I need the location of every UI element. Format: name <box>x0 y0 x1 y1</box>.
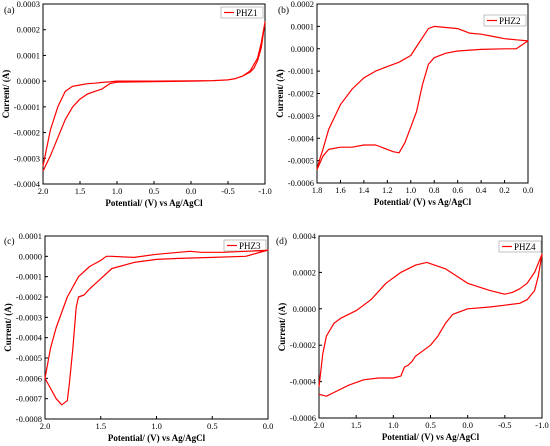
legend: PHZ3 <box>223 239 267 252</box>
cv-curve-phz2 <box>316 25 529 170</box>
legend: PHZ1 <box>220 6 264 19</box>
y-tick-label: -0.0003 <box>288 111 314 121</box>
cv-curve-phz1 <box>42 21 266 172</box>
legend-entry: PHZ1 <box>236 8 258 18</box>
legend: PHZ4 <box>498 240 542 253</box>
y-tick-label: 0.0000 <box>291 44 314 54</box>
panel-label: (d) <box>276 236 287 247</box>
y-tick-label: -0.0008 <box>16 414 42 424</box>
x-tick-label: 2.0 <box>38 186 49 196</box>
x-tick-label: 1.0 <box>151 421 162 431</box>
x-tick-label: -0.5 <box>498 420 511 430</box>
y-tick-label: -0.0007 <box>16 394 42 404</box>
x-tick-label: 0.5 <box>149 186 160 196</box>
y-tick-label: -0.0001 <box>14 102 40 112</box>
legend-box <box>498 240 542 253</box>
legend-box <box>220 6 264 19</box>
x-axis-label: Potential/ (V) vs Ag/AgCl <box>108 433 206 443</box>
x-tick-label: 1.0 <box>405 185 416 195</box>
x-tick-label: 0.0 <box>186 186 197 196</box>
y-tick-label: -0.0004 <box>16 333 43 343</box>
x-tick-label: 1.6 <box>335 185 346 195</box>
y-tick-label: -0.0003 <box>14 153 40 163</box>
x-tick-label: 1.2 <box>382 185 393 195</box>
plot-frame <box>44 235 269 420</box>
y-axis-label: Current/ (A) <box>3 303 13 352</box>
y-tick-label: 0.0002 <box>17 25 40 35</box>
chart-panel-phz3: 2.0 1.5 1.0 0.5 0.0 -0.0008 -0.0007 -0.0006 -0.0… <box>3 231 273 443</box>
y-tick-label: -0.0006 <box>290 413 316 423</box>
legend-entry: PHZ4 <box>514 242 536 252</box>
y-tick-label: -0.0006 <box>16 373 42 383</box>
x-tick-label: 1.8 <box>312 185 323 195</box>
legend-entry: PHZ2 <box>499 16 521 26</box>
x-axis-label: Potential/ (V) vs Ag/AgCl <box>382 432 480 442</box>
y-tick-label: -0.0001 <box>16 272 42 282</box>
y-tick-label: -0.0005 <box>16 353 42 363</box>
y-axis-label: Current/ (A) <box>275 69 285 118</box>
x-tick-label: 1.0 <box>112 186 123 196</box>
x-tick-label: 0.4 <box>476 185 487 195</box>
x-tick-label: 1.5 <box>75 186 86 196</box>
y-axis-label: Current/ (A) <box>277 303 287 352</box>
x-tick-label: 0.5 <box>207 421 218 431</box>
panel-label: (c) <box>4 236 15 247</box>
y-tick-label: 0.0000 <box>17 76 40 86</box>
y-axis-label: Current/ (A) <box>1 70 11 119</box>
chart-panel-phz1: 2.0 1.5 1.0 0.5 0.0 -0.5 -1.0 -0.0004 -0.0003 -0.… <box>1 0 272 208</box>
x-tick-label: 0.8 <box>429 185 440 195</box>
panel-label: (b) <box>278 5 289 16</box>
y-tick-label: 0.0000 <box>293 304 316 314</box>
y-tick-label: 0.0001 <box>17 50 40 60</box>
x-tick-label: -0.5 <box>221 186 234 196</box>
x-tick-label: 0.6 <box>452 185 463 195</box>
y-tick-label: -0.0001 <box>288 66 314 76</box>
y-tick-label: -0.0006 <box>288 178 314 188</box>
y-tick-label: 0.0004 <box>293 231 317 241</box>
y-tick-label: -0.0003 <box>16 312 42 322</box>
x-tick-label: 0.5 <box>425 420 436 430</box>
y-tick-label: 0.0002 <box>293 267 316 277</box>
y-tick-label: -0.0005 <box>288 156 314 166</box>
x-tick-label: -1.0 <box>535 420 548 430</box>
y-tick-label: 0.0001 <box>291 21 314 31</box>
legend: PHZ2 <box>483 14 527 27</box>
legend-entry: PHZ3 <box>239 241 261 251</box>
x-tick-label: 0.0 <box>462 420 473 430</box>
panel-label: (a) <box>4 5 15 16</box>
x-axis-label: Potential/ (V) vs Ag/AgCl <box>105 198 203 208</box>
legend-box <box>483 14 527 27</box>
y-tick-label: -0.0002 <box>288 89 314 99</box>
x-tick-label: 0.0 <box>263 421 274 431</box>
y-tick-label: 0.0003 <box>17 0 40 9</box>
x-tick-label: 0.2 <box>499 185 510 195</box>
x-tick-label: 1.4 <box>359 185 370 195</box>
cv-curve-phz3 <box>44 249 269 406</box>
x-tick-label: -1.0 <box>258 186 271 196</box>
y-tick-label: -0.0002 <box>14 128 40 138</box>
y-tick-label: -0.0002 <box>290 340 316 350</box>
chart-panel-phz4: 2.0 1.5 1.0 0.5 0.0 -0.5 -1.0 -0.0006 -0.0004 -0.… <box>276 231 549 442</box>
x-axis-label: Potential/ (V) vs Ag/AgCl <box>374 197 472 207</box>
y-tick-label: -0.0004 <box>14 179 41 189</box>
y-tick-label: 0.0002 <box>291 0 314 9</box>
x-tick-label: 1.0 <box>388 420 399 430</box>
x-tick-label: 0.0 <box>523 185 534 195</box>
x-tick-label: 2.0 <box>40 421 51 431</box>
plot-frame <box>42 3 266 185</box>
x-tick-label: 2.0 <box>314 420 325 430</box>
y-tick-label: 0.0000 <box>19 251 42 261</box>
y-tick-label: -0.0004 <box>290 377 317 387</box>
x-tick-label: 1.5 <box>351 420 362 430</box>
y-tick-label: -0.0002 <box>16 292 42 302</box>
x-tick-label: 1.5 <box>95 421 106 431</box>
cv-curve-phz4 <box>318 253 543 397</box>
y-tick-label: 0.0001 <box>19 231 42 241</box>
y-tick-label: -0.0004 <box>288 133 315 143</box>
chart-panel-phz2: 1.8 1.6 1.4 1.2 1.0 0.8 0.6 0.4 0.2 0.0 -0.0006 -0.… <box>275 0 533 207</box>
